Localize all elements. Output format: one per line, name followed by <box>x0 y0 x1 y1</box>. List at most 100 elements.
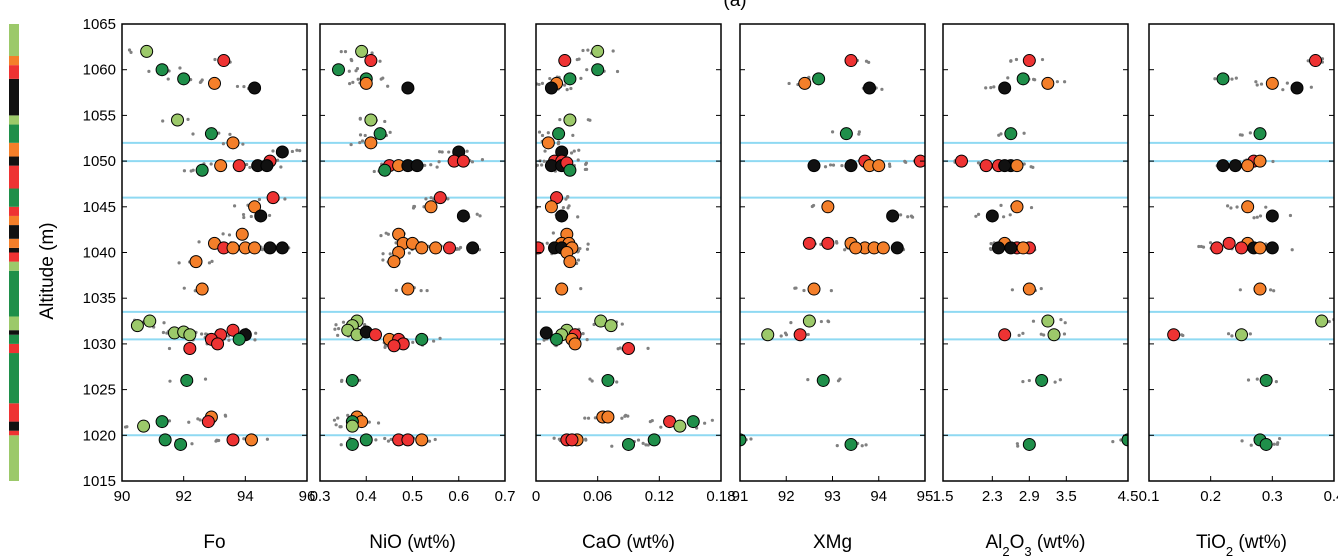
data-point <box>890 241 904 255</box>
analysis-dot <box>161 330 166 335</box>
analysis-dot <box>565 88 569 92</box>
x-axis-label: Al2O3 (wt%) <box>986 532 1086 559</box>
analysis-dot <box>802 288 806 293</box>
analysis-dot <box>337 327 341 331</box>
data-point <box>177 72 191 86</box>
panel-frame <box>319 23 506 482</box>
data-point <box>248 241 262 255</box>
analysis-dot <box>646 443 650 447</box>
data-point <box>591 63 605 77</box>
analysis-dot <box>1139 438 1142 441</box>
analysis-dot <box>593 416 597 420</box>
data-point <box>555 209 569 223</box>
analysis-dot <box>1014 57 1019 62</box>
data-point <box>235 227 249 241</box>
data-point <box>1222 236 1236 250</box>
analysis-dot <box>379 233 383 238</box>
analysis-dot <box>349 142 353 147</box>
analysis-dot <box>529 332 532 335</box>
analysis-dot <box>167 419 172 423</box>
analysis-dot <box>161 119 165 123</box>
y-tick-label: 1015 <box>83 473 116 490</box>
analysis-dot <box>427 439 432 443</box>
analysis-dot <box>363 133 367 138</box>
column-segment-23 <box>9 78 19 116</box>
analysis-dot <box>569 86 573 91</box>
x-tick-label: 95 <box>917 488 934 505</box>
data-point <box>204 127 218 141</box>
data-point <box>558 54 572 68</box>
data-point <box>373 127 387 141</box>
data-point <box>171 113 184 127</box>
analysis-dot <box>1022 131 1026 135</box>
analysis-dot <box>341 320 346 324</box>
analysis-dot <box>794 286 798 290</box>
analysis-dot <box>370 51 374 55</box>
data-point <box>387 255 401 269</box>
column-segment-4 <box>9 353 19 404</box>
data-point <box>410 159 424 173</box>
analysis-dot <box>999 203 1003 208</box>
data-point <box>563 72 577 86</box>
y-tick-label: 1045 <box>83 199 116 216</box>
analysis-dot <box>381 258 385 262</box>
analysis-dot <box>1249 443 1253 447</box>
data-point <box>622 341 635 355</box>
analysis-dot <box>546 131 550 135</box>
analysis-dot <box>1255 377 1259 381</box>
analysis-dot <box>620 416 624 420</box>
data-point <box>550 332 564 346</box>
data-point <box>208 76 221 90</box>
column-segment-25 <box>9 55 19 66</box>
data-point <box>913 154 925 168</box>
analysis-dot <box>260 248 265 252</box>
y-tick-label: 1040 <box>83 245 116 262</box>
x-tick-label: 2.9 <box>1019 488 1040 505</box>
x-tick-label: 0.4 <box>356 488 377 505</box>
data-point <box>647 433 661 447</box>
analysis-dot <box>789 321 793 325</box>
analysis-dot <box>840 163 844 168</box>
analysis-dot <box>1306 59 1310 63</box>
analysis-dot <box>383 345 387 349</box>
data-point <box>155 415 169 429</box>
plot-area-2 <box>529 44 721 451</box>
analysis-dot <box>1234 76 1238 80</box>
analysis-dot <box>1039 286 1043 291</box>
analysis-dot <box>1285 81 1289 85</box>
data-point <box>214 159 228 173</box>
analysis-dot <box>988 247 993 251</box>
analysis-dot <box>703 421 707 425</box>
analysis-dot <box>562 83 567 87</box>
x-axis-label: CaO (wt%) <box>582 532 675 553</box>
analysis-dot <box>823 165 828 169</box>
data-point <box>275 241 289 255</box>
analysis-dot <box>242 215 246 220</box>
data-point <box>839 127 853 141</box>
data-point <box>849 241 863 255</box>
analysis-dot <box>438 336 442 340</box>
data-point <box>201 415 215 429</box>
data-point <box>263 241 277 255</box>
analysis-dot <box>356 77 360 81</box>
analysis-dot <box>1277 436 1282 441</box>
column-segment-1 <box>9 430 19 436</box>
analysis-dot <box>242 84 246 89</box>
analysis-dot <box>348 82 352 86</box>
data-point <box>1290 81 1304 95</box>
analysis-dot <box>646 346 650 351</box>
analysis-dot <box>334 423 338 427</box>
analysis-dot <box>843 248 847 252</box>
analysis-dot <box>1274 380 1278 384</box>
column-segment-8 <box>9 316 19 331</box>
analysis-dot <box>1008 213 1012 217</box>
data-point <box>248 81 262 95</box>
analysis-dot <box>835 444 839 448</box>
analysis-dot <box>168 379 172 383</box>
analysis-dot <box>974 214 978 218</box>
x-tick-label: 94 <box>237 488 254 505</box>
data-point <box>552 127 566 141</box>
analysis-dot <box>787 81 791 86</box>
analysis-dot <box>198 80 203 85</box>
analysis-dot <box>529 332 532 335</box>
